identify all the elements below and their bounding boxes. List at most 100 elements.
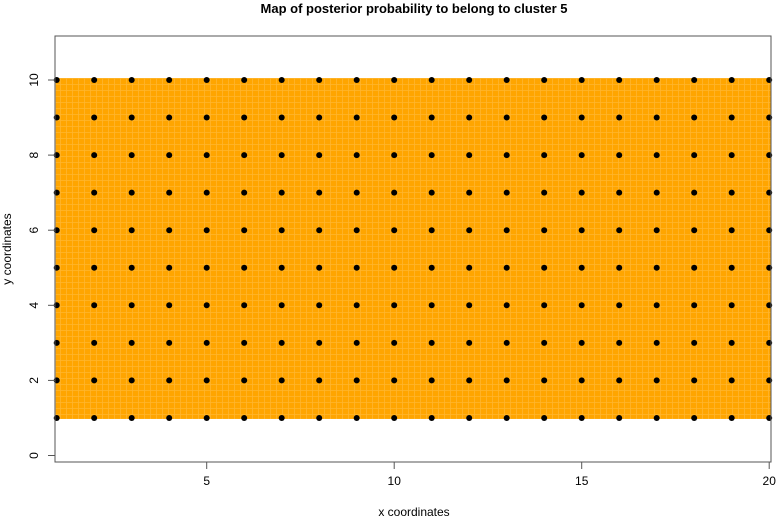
data-point (353, 377, 360, 384)
data-point (541, 302, 548, 309)
data-point (466, 264, 473, 271)
data-point (353, 302, 360, 309)
y-tick-label: 4 (27, 302, 41, 309)
data-point (91, 77, 98, 83)
data-point (203, 189, 210, 196)
data-point (616, 339, 623, 346)
data-point (241, 152, 248, 159)
data-point (578, 189, 585, 196)
data-point (166, 152, 173, 159)
x-tick-label: 20 (763, 474, 776, 488)
data-point (278, 339, 285, 346)
data-point (128, 152, 135, 159)
data-point (128, 377, 135, 384)
x-axis-label: x coordinates (378, 505, 449, 518)
y-tick-label: 10 (27, 73, 41, 87)
data-point (691, 77, 698, 83)
data-point (541, 114, 548, 121)
data-point (728, 377, 735, 384)
data-point (653, 189, 660, 196)
data-point (91, 264, 98, 271)
data-point (503, 302, 510, 309)
data-point (428, 152, 435, 159)
y-tick-label: 6 (27, 227, 41, 234)
data-point (316, 114, 323, 121)
data-point (728, 189, 735, 196)
data-point (466, 302, 473, 309)
data-point (691, 227, 698, 234)
data-point (316, 77, 323, 83)
data-point (203, 264, 210, 271)
data-point (278, 414, 285, 421)
data-point (391, 227, 398, 234)
data-point (691, 114, 698, 121)
data-point (128, 414, 135, 421)
data-point (616, 377, 623, 384)
data-point (428, 377, 435, 384)
data-point (203, 414, 210, 421)
data-point (653, 414, 660, 421)
data-point (616, 114, 623, 121)
data-point (128, 77, 135, 83)
data-point (428, 114, 435, 121)
data-point (616, 414, 623, 421)
data-point (541, 152, 548, 159)
data-point (203, 377, 210, 384)
data-point (428, 302, 435, 309)
data-point (241, 377, 248, 384)
data-point (691, 152, 698, 159)
data-point (653, 302, 660, 309)
data-point (691, 377, 698, 384)
data-point (241, 414, 248, 421)
data-point (166, 77, 173, 83)
data-point (316, 189, 323, 196)
data-point (728, 77, 735, 83)
data-point (353, 227, 360, 234)
data-point (728, 414, 735, 421)
data-point (503, 339, 510, 346)
data-point (466, 377, 473, 384)
data-point (691, 414, 698, 421)
data-point (578, 152, 585, 159)
data-point (428, 264, 435, 271)
data-point (353, 414, 360, 421)
data-point (466, 414, 473, 421)
data-point (241, 302, 248, 309)
probability-fill (55, 78, 772, 419)
data-point (166, 227, 173, 234)
data-point (428, 227, 435, 234)
data-point (503, 264, 510, 271)
data-point (503, 77, 510, 83)
data-point (466, 339, 473, 346)
data-point (391, 189, 398, 196)
data-point (391, 264, 398, 271)
data-point (653, 264, 660, 271)
data-point (353, 114, 360, 121)
data-point (353, 339, 360, 346)
data-point (241, 339, 248, 346)
data-point (466, 189, 473, 196)
data-point (353, 189, 360, 196)
data-point (541, 339, 548, 346)
data-point (503, 227, 510, 234)
data-point (728, 227, 735, 234)
data-point (128, 264, 135, 271)
data-point (653, 339, 660, 346)
data-point (503, 414, 510, 421)
data-point (316, 227, 323, 234)
y-tick-label: 8 (27, 151, 41, 158)
data-point (728, 152, 735, 159)
data-point (616, 152, 623, 159)
data-point (541, 189, 548, 196)
data-point (241, 77, 248, 83)
data-point (428, 77, 435, 83)
data-point (391, 414, 398, 421)
data-point (166, 377, 173, 384)
data-point (391, 77, 398, 83)
data-point (91, 377, 98, 384)
data-point (616, 302, 623, 309)
data-point (316, 339, 323, 346)
data-point (316, 414, 323, 421)
data-point (728, 302, 735, 309)
data-point (203, 302, 210, 309)
